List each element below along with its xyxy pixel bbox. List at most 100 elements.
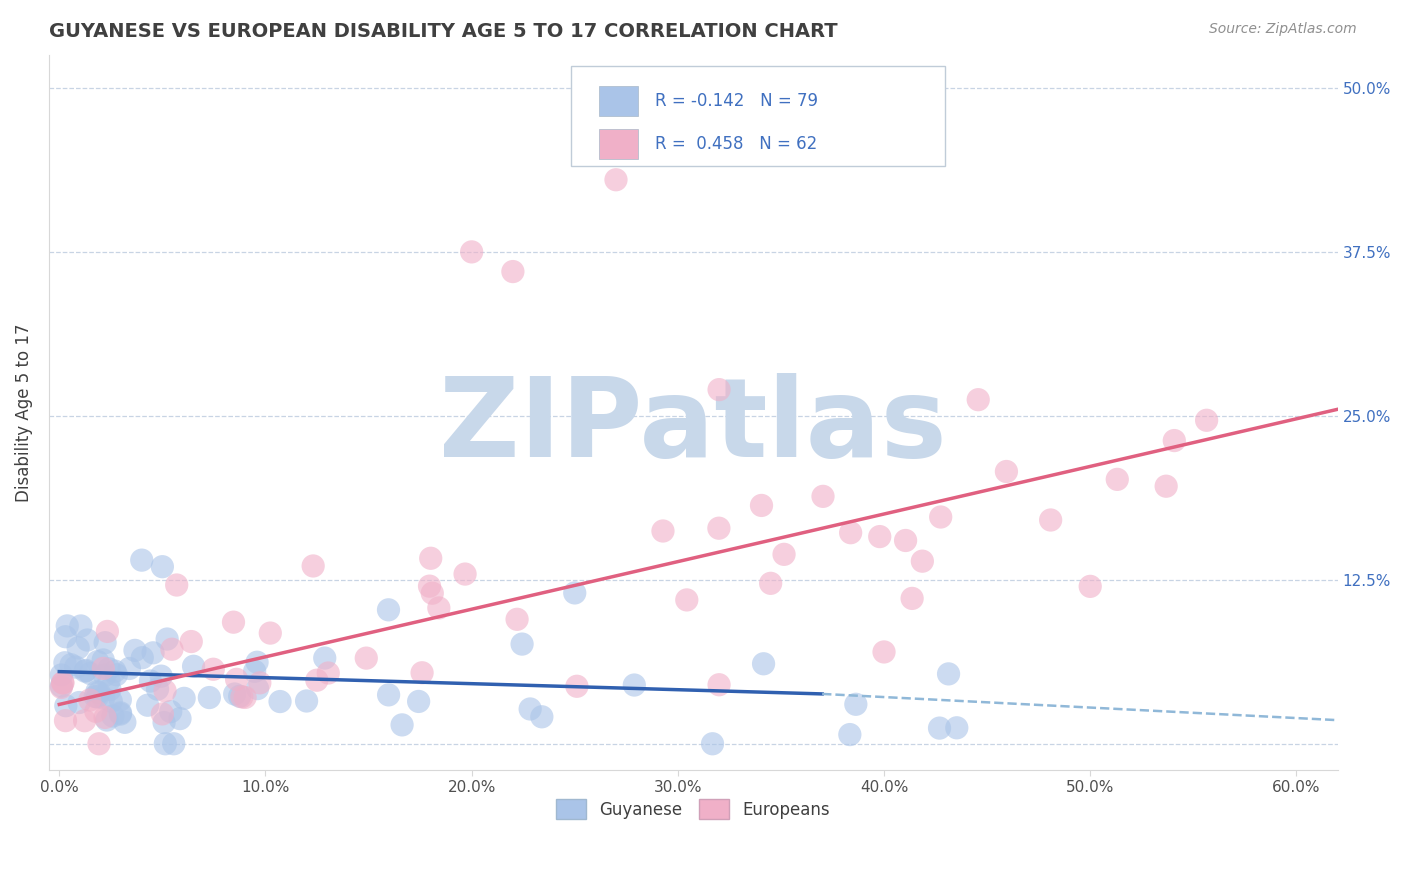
Point bbox=[118, 661, 141, 675]
Point bbox=[202, 662, 225, 676]
Point bbox=[702, 737, 724, 751]
Point bbox=[995, 465, 1018, 479]
Point bbox=[869, 530, 891, 544]
Point bbox=[60, 657, 83, 672]
Text: GUYANESE VS EUROPEAN DISABILITY AGE 5 TO 17 CORRELATION CHART: GUYANESE VS EUROPEAN DISABILITY AGE 5 TO… bbox=[49, 22, 838, 41]
Point bbox=[938, 666, 960, 681]
Point bbox=[873, 645, 896, 659]
Point bbox=[93, 691, 115, 706]
Point bbox=[110, 707, 132, 722]
Point bbox=[75, 664, 97, 678]
Point bbox=[356, 651, 378, 665]
Point bbox=[91, 653, 114, 667]
Point bbox=[67, 640, 90, 655]
Point bbox=[166, 578, 188, 592]
Point bbox=[314, 651, 336, 665]
Point bbox=[222, 615, 245, 630]
Point bbox=[79, 693, 101, 707]
Point bbox=[408, 694, 430, 708]
Point bbox=[752, 657, 775, 671]
Point bbox=[246, 681, 269, 696]
Point bbox=[56, 619, 79, 633]
Point bbox=[173, 691, 195, 706]
Point bbox=[1039, 513, 1062, 527]
Point bbox=[249, 676, 271, 690]
Point bbox=[183, 659, 205, 673]
Text: R =  0.458   N = 62: R = 0.458 N = 62 bbox=[655, 135, 817, 153]
Point bbox=[98, 673, 121, 688]
Point bbox=[94, 635, 117, 649]
Point bbox=[84, 690, 107, 704]
Point bbox=[259, 626, 281, 640]
Point bbox=[302, 558, 325, 573]
Point bbox=[502, 264, 524, 278]
Point bbox=[519, 702, 541, 716]
Point bbox=[198, 690, 221, 705]
Point bbox=[460, 244, 482, 259]
Point bbox=[420, 586, 443, 600]
Point bbox=[96, 713, 118, 727]
Point bbox=[838, 728, 860, 742]
Point bbox=[269, 694, 291, 708]
Point bbox=[87, 737, 110, 751]
Point bbox=[139, 673, 162, 688]
Point bbox=[114, 715, 136, 730]
Point bbox=[377, 603, 399, 617]
Point bbox=[131, 553, 153, 567]
Point bbox=[87, 685, 110, 699]
Point bbox=[105, 667, 128, 681]
Point bbox=[967, 392, 990, 407]
Point bbox=[93, 668, 115, 682]
Point bbox=[96, 624, 118, 639]
Point bbox=[124, 643, 146, 657]
Point bbox=[1078, 579, 1101, 593]
Point bbox=[233, 690, 256, 705]
Point bbox=[228, 690, 250, 704]
Point bbox=[100, 694, 122, 708]
Point bbox=[86, 655, 108, 669]
Point bbox=[652, 524, 675, 538]
FancyBboxPatch shape bbox=[599, 128, 638, 159]
Point bbox=[1154, 479, 1177, 493]
Point bbox=[55, 630, 77, 644]
Point bbox=[243, 665, 266, 679]
Point bbox=[454, 567, 477, 582]
Point bbox=[901, 591, 924, 606]
Point bbox=[51, 668, 73, 682]
Point bbox=[530, 710, 553, 724]
Point bbox=[295, 694, 318, 708]
Point bbox=[110, 693, 132, 707]
Point bbox=[565, 679, 588, 693]
Point bbox=[150, 559, 173, 574]
Point bbox=[160, 642, 183, 657]
Point bbox=[136, 698, 159, 713]
Point bbox=[605, 173, 627, 187]
Point bbox=[246, 655, 269, 669]
Point bbox=[52, 675, 75, 690]
Point bbox=[707, 678, 730, 692]
Point bbox=[104, 664, 127, 678]
Point bbox=[76, 633, 98, 648]
Point bbox=[73, 714, 96, 728]
Point bbox=[1107, 472, 1129, 486]
Point bbox=[98, 682, 121, 697]
Point bbox=[159, 705, 181, 719]
Point bbox=[419, 579, 441, 593]
Point bbox=[53, 656, 76, 670]
Text: R = -0.142   N = 79: R = -0.142 N = 79 bbox=[655, 92, 818, 110]
FancyBboxPatch shape bbox=[571, 66, 945, 166]
Point bbox=[84, 704, 107, 718]
Point bbox=[751, 499, 773, 513]
Point bbox=[70, 619, 93, 633]
Point bbox=[79, 666, 101, 681]
Point bbox=[928, 721, 950, 735]
Point bbox=[839, 525, 862, 540]
Point bbox=[67, 696, 90, 710]
Y-axis label: Disability Age 5 to 17: Disability Age 5 to 17 bbox=[15, 323, 32, 502]
Point bbox=[97, 662, 120, 676]
Point bbox=[142, 646, 165, 660]
Point bbox=[623, 678, 645, 692]
Point bbox=[91, 661, 114, 675]
Point bbox=[73, 664, 96, 678]
Point bbox=[929, 510, 952, 524]
